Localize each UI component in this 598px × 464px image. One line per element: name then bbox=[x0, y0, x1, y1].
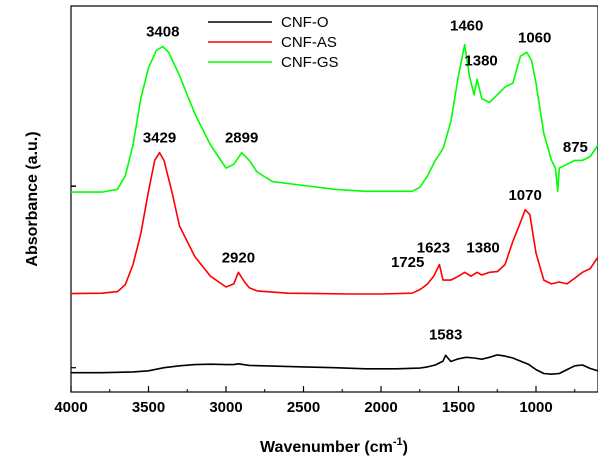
peak-label: 1070 bbox=[508, 187, 541, 204]
peak-label: 1380 bbox=[466, 239, 499, 256]
peak-label: 3408 bbox=[146, 24, 179, 41]
x-tick-label: 3500 bbox=[132, 399, 165, 416]
series-line-cnf-gs bbox=[71, 43, 598, 193]
x-axis-title: Wavenumber (cm-1) bbox=[260, 436, 408, 456]
series-line-cnf-as bbox=[70, 151, 598, 295]
peak-label: 1380 bbox=[464, 52, 497, 69]
legend-label: CNF-O bbox=[281, 14, 329, 31]
x-axis-title-superscript: -1 bbox=[393, 436, 403, 448]
peak-label: 1725 bbox=[391, 254, 424, 271]
y-axis-ticks bbox=[71, 185, 76, 369]
peak-label: 875 bbox=[563, 139, 588, 156]
peak-label: 2920 bbox=[222, 249, 255, 266]
series-layer bbox=[70, 43, 598, 375]
x-tick-label: 1000 bbox=[519, 399, 552, 416]
x-axis-title-main: Wavenumber (cm bbox=[260, 439, 393, 456]
legend: CNF-O CNF-AS CNF-GS bbox=[208, 14, 339, 71]
plot-frame bbox=[70, 5, 598, 393]
peak-label: 1060 bbox=[518, 29, 551, 46]
x-tick-label: 2000 bbox=[364, 399, 397, 416]
peak-label: 1623 bbox=[417, 240, 450, 257]
peak-label: 2899 bbox=[225, 130, 258, 147]
legend-label: CNF-AS bbox=[281, 34, 337, 51]
x-axis-title-tail: ) bbox=[403, 439, 408, 456]
x-tick-label: 2500 bbox=[287, 399, 320, 416]
x-axis-ticks: 4000 3500 3000 2500 2000 1500 1000 bbox=[54, 386, 576, 416]
x-tick-label: 4000 bbox=[54, 399, 87, 416]
x-tick-label: 1500 bbox=[442, 399, 475, 416]
peak-label: 1460 bbox=[450, 18, 483, 35]
peak-label: 3429 bbox=[143, 130, 176, 147]
legend-label: CNF-GS bbox=[281, 54, 339, 71]
x-tick-label: 3000 bbox=[209, 399, 242, 416]
peak-label: 1583 bbox=[429, 326, 462, 343]
y-axis-title: Absorbance (a.u.) bbox=[24, 131, 41, 266]
series-line-cnf-o bbox=[71, 354, 598, 375]
